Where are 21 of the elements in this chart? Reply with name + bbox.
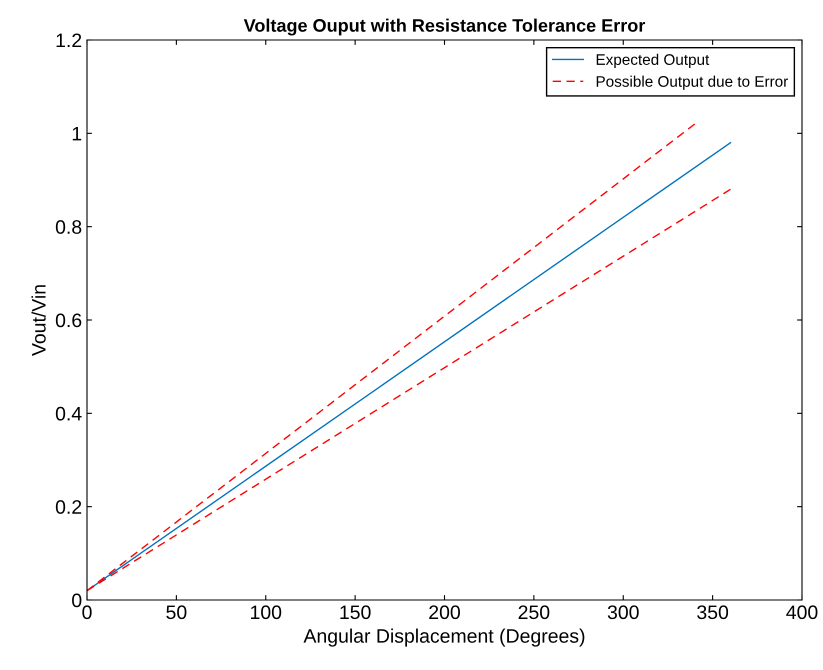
x-tick-label: 150 xyxy=(340,605,371,620)
x-tick-label: 400 xyxy=(786,605,818,620)
y-tick-label: 0.2 xyxy=(56,500,82,514)
y-axis-title: Vout/Vin xyxy=(31,285,46,356)
y-tick-label: 0.8 xyxy=(56,220,82,234)
x-tick-label: 50 xyxy=(166,605,186,620)
chart-title: Voltage Ouput with Resistance Tolerance Error xyxy=(244,18,646,36)
y-tick-label: 0.4 xyxy=(56,406,82,421)
x-tick-label: 100 xyxy=(251,605,282,620)
y-tick-label: 0 xyxy=(72,593,82,608)
x-tick-label: 350 xyxy=(697,605,728,620)
x-tick-label: 250 xyxy=(518,605,550,620)
x-tick-label: 300 xyxy=(608,605,639,620)
x-tick-label: 200 xyxy=(429,605,460,620)
y-tick-label: 1 xyxy=(72,127,82,140)
y-tick-label: 1.2 xyxy=(56,33,82,48)
legend-label: Possible Output due to Error xyxy=(596,76,788,90)
x-axis-title: Angular Displacement (Degrees) xyxy=(304,628,584,647)
y-tick-label: 0.6 xyxy=(56,313,82,328)
legend-label: Expected Output xyxy=(596,54,710,68)
x-tick-label: 0 xyxy=(82,605,92,620)
